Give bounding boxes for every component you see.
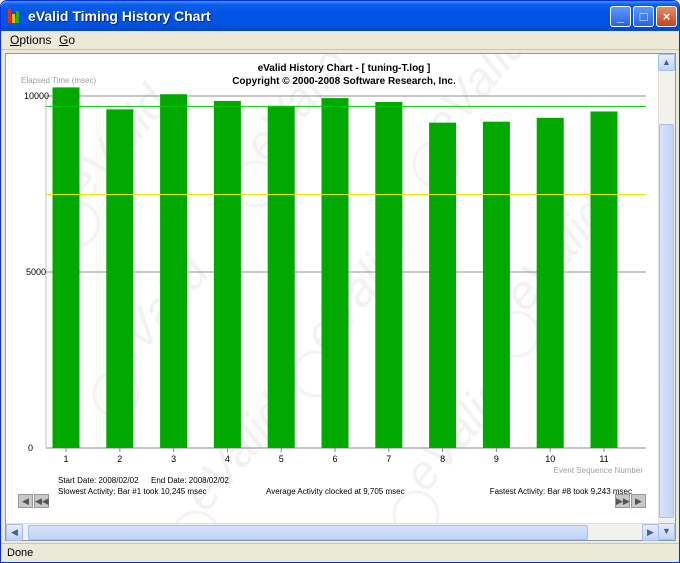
arrow-up-icon: ▲: [662, 57, 671, 67]
arrow-down-icon: ▼: [662, 526, 671, 536]
x-tick-label: 5: [279, 454, 284, 464]
menu-options-mnemonic: O: [10, 33, 20, 47]
y-tick-label: 5000: [26, 267, 46, 277]
bar: [160, 94, 188, 449]
horizontal-scroll-thumb[interactable]: [28, 525, 588, 540]
y-axis-label: Elapsed Time (msec): [21, 76, 96, 85]
bar: [590, 111, 618, 448]
arrow-right-icon: ▶: [635, 496, 642, 506]
close-icon: ×: [662, 9, 671, 24]
x-tick-label: 4: [225, 454, 230, 464]
scroll-down-button[interactable]: ▼: [658, 523, 675, 540]
x-tick-label: 9: [494, 454, 499, 464]
bar: [536, 117, 564, 448]
x-tick-label: 6: [332, 454, 337, 464]
x-tick-label: 2: [117, 454, 122, 464]
bar: [52, 87, 80, 448]
menu-go[interactable]: Go: [59, 33, 75, 47]
x-tick-label: 11: [599, 454, 608, 464]
x-tick-label: 3: [171, 454, 176, 464]
vertical-scrollbar[interactable]: ▲ ▼: [658, 54, 675, 540]
maximize-button[interactable]: □: [633, 6, 654, 27]
status-bar: Done: [1, 543, 679, 562]
double-arrow-left-icon: ◀◀: [35, 496, 49, 506]
horizontal-scrollbar[interactable]: ◀ ▶: [6, 523, 659, 541]
average-activity: Average Activity clocked at 9,705 msec: [266, 487, 405, 496]
hscroll-right-icon: ▶: [647, 527, 654, 537]
menu-options-label: ptions: [19, 33, 52, 47]
hscroll-right-button[interactable]: ▶: [642, 524, 659, 541]
bar: [267, 105, 295, 448]
scroll-right-button[interactable]: ▶: [631, 494, 646, 508]
chart-subtitle: Copyright © 2000-2008 Software Research,…: [232, 76, 456, 87]
bar: [321, 98, 349, 448]
y-tick-labels: 0 5000 10000: [24, 91, 49, 453]
x-tick-label: 1: [63, 454, 68, 464]
chart-title: eValid History Chart - [ tuning-T.log ]: [258, 63, 431, 74]
title-bar[interactable]: eValid Timing History Chart _ □ ×: [1, 1, 679, 31]
scroll-up-button[interactable]: ▲: [658, 54, 675, 71]
end-date: End Date: 2008/02/02: [151, 476, 229, 485]
menu-go-mnemonic: G: [59, 33, 69, 47]
x-tick-labels: 1 2 3 4 5 6 7 8 9 10 11: [63, 448, 609, 464]
minimize-button[interactable]: _: [610, 6, 631, 27]
bar-chart-icon: [8, 9, 22, 23]
bar: [429, 122, 457, 449]
close-button[interactable]: ×: [656, 6, 677, 27]
arrow-left-icon: ◀: [22, 496, 29, 506]
y-tick-label: 10000: [24, 91, 49, 101]
bars: [46, 87, 646, 449]
x-axis-label: Event Sequence Number: [554, 466, 644, 475]
minimize-icon: _: [616, 9, 625, 24]
hscroll-left-button[interactable]: ◀: [6, 524, 23, 541]
slowest-activity: Slowest Activity: Bar #1 took 10,245 mse…: [58, 487, 207, 496]
menu-go-label: o: [68, 33, 76, 47]
start-date: Start Date: 2008/02/02: [58, 476, 139, 485]
bar: [482, 121, 510, 449]
x-tick-label: 8: [440, 454, 445, 464]
scroll-left-button[interactable]: ◀: [18, 494, 33, 508]
watermark-logo: [175, 510, 217, 523]
watermark-logo: [392, 490, 440, 523]
fastest-activity: Fastest Activity: Bar #8 took 9,243 msec: [490, 487, 632, 496]
chart-panel: eValid eValid eValid eValid eValid eValid eVal…: [5, 53, 676, 541]
status-text: Done: [7, 547, 34, 559]
bar: [375, 101, 403, 448]
menu-bar: Options Go: [1, 31, 679, 50]
scroll-last-button[interactable]: ▶▶: [615, 494, 630, 508]
hscroll-left-icon: ◀: [11, 527, 18, 537]
scroll-first-button[interactable]: ◀◀: [34, 494, 49, 508]
vertical-scroll-thumb[interactable]: [659, 124, 674, 518]
bar: [106, 109, 134, 448]
x-tick-label: 10: [545, 454, 555, 464]
menu-options[interactable]: Options: [10, 33, 51, 47]
bar: [213, 100, 241, 448]
maximize-icon: □: [639, 9, 648, 24]
window-title: eValid Timing History Chart: [28, 8, 211, 24]
x-tick-label: 7: [386, 454, 391, 464]
y-tick-label: 0: [28, 443, 33, 453]
double-arrow-right-icon: ▶▶: [616, 496, 630, 506]
